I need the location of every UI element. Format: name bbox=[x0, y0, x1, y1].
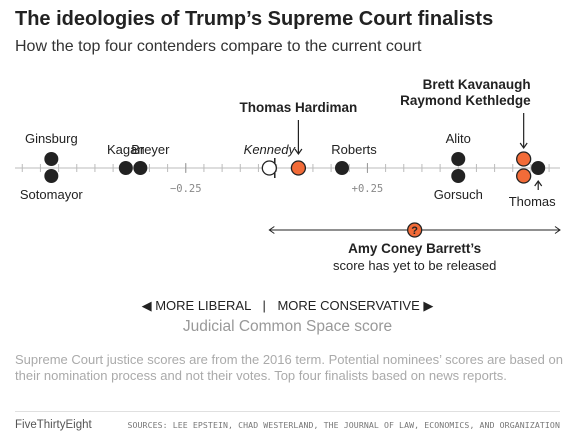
more-conservative-label: MORE CONSERVATIVE ▶ bbox=[277, 298, 434, 313]
thomas-arrow bbox=[534, 179, 543, 190]
x-tick-label: +0.25 bbox=[352, 183, 384, 195]
kavanaugh-kethledge-arrow-head bbox=[519, 142, 528, 150]
label-alito: Alito bbox=[446, 131, 471, 146]
label-brett-kavanaugh: Brett Kavanaugh bbox=[423, 77, 531, 92]
label-kennedy: Kennedy bbox=[244, 142, 297, 157]
dot-alito bbox=[451, 152, 466, 166]
hardiman-arrow-head bbox=[294, 148, 303, 156]
dot-brett-kavanaugh bbox=[516, 151, 532, 167]
label-gorsuch: Gorsuch bbox=[434, 187, 483, 202]
chart-subtitle: How the top four contenders compare to t… bbox=[15, 38, 422, 55]
x-tick-label: −0.25 bbox=[170, 183, 202, 195]
sources-label: SOURCES: LEE EPSTEIN, CHAD WESTERLAND, T… bbox=[127, 420, 560, 430]
label-sotomayor: Sotomayor bbox=[20, 187, 84, 202]
dot-kagan bbox=[118, 161, 133, 175]
label-kagan: Kagan bbox=[107, 142, 145, 157]
barrett-range: ? Amy Coney Barrett’s score has yet to be … bbox=[268, 222, 561, 273]
thomas-arrow-head bbox=[534, 179, 543, 187]
direction-legend: ◀ MORE LIBERAL | MORE CONSERVATIVE ▶ bbox=[0, 298, 575, 314]
footnote: Supreme Court justice scores are from th… bbox=[15, 352, 563, 383]
barrett-range-left-head bbox=[268, 226, 275, 234]
label-ginsburg: Ginsburg bbox=[25, 131, 78, 146]
x-axis-label: Judicial Common Space score bbox=[182, 318, 393, 335]
dot-kennedy bbox=[261, 160, 277, 176]
barrett-range-right-head bbox=[554, 226, 561, 234]
barrett-question-mark: ? bbox=[411, 225, 418, 237]
dot-thomas-hardiman bbox=[290, 160, 307, 176]
kavanaugh-kethledge-arrow bbox=[519, 113, 528, 150]
brand-label: FiveThirtyEight bbox=[15, 419, 92, 431]
barrett-name-label: Amy Coney Barrett’s bbox=[348, 241, 481, 256]
hardiman-arrow bbox=[294, 120, 303, 156]
barrett-caption: score has yet to be released bbox=[333, 258, 496, 273]
dot-thomas bbox=[531, 161, 546, 175]
chart-title: The ideologies of Trump’s Supreme Court … bbox=[15, 8, 494, 30]
dot-roberts bbox=[335, 161, 349, 175]
direction-separator: | bbox=[262, 298, 266, 313]
label-roberts: Roberts bbox=[331, 142, 377, 157]
footer-divider bbox=[15, 411, 560, 412]
dot-raymond-kethledge bbox=[516, 168, 532, 184]
dot-gorsuch bbox=[451, 169, 466, 183]
label-breyer: Breyer bbox=[131, 142, 170, 157]
dot-sotomayor bbox=[44, 169, 59, 183]
label-raymond-kethledge: Raymond Kethledge bbox=[400, 93, 531, 108]
label-thomas: Thomas bbox=[509, 194, 556, 209]
label-thomas-hardiman: Thomas Hardiman bbox=[240, 100, 358, 115]
dot-breyer bbox=[133, 161, 148, 175]
dot-ginsburg bbox=[44, 152, 59, 166]
more-liberal-label: ◀ MORE LIBERAL bbox=[141, 298, 251, 313]
barrett-marker bbox=[407, 222, 423, 238]
